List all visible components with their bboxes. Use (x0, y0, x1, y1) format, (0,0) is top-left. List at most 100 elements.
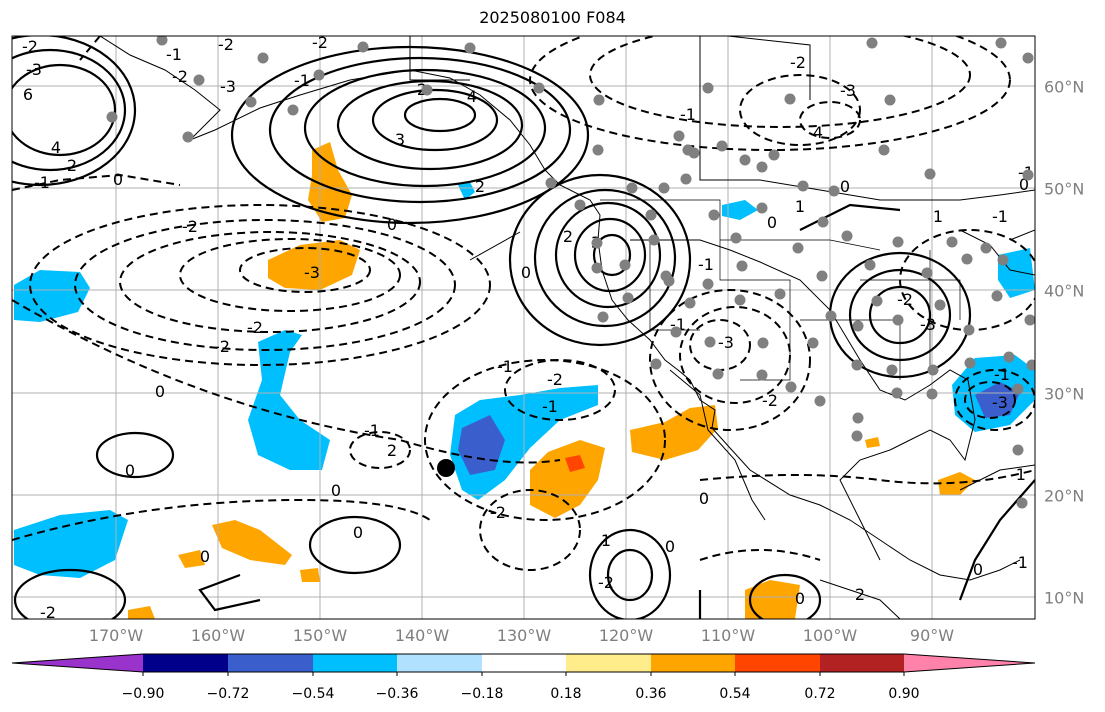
anomaly-orange-region (268, 240, 360, 290)
latitude-label: 10°N (1044, 588, 1085, 608)
graticule (12, 36, 1035, 619)
colorbar-tick-label: −0.36 (375, 686, 419, 702)
latitude-label: 60°N (1044, 77, 1085, 97)
contour-label: 4 (813, 123, 823, 142)
contour-label: -1 (364, 421, 380, 440)
latitude-label: 30°N (1044, 384, 1085, 404)
colorbar-bin (397, 654, 482, 672)
anomaly-darkblue-region (975, 382, 1020, 418)
contour-label: -3 (992, 393, 1008, 412)
contour-label: -2 (598, 573, 614, 592)
contour-label: -2 (172, 67, 188, 86)
contour-label: 2 (387, 441, 397, 460)
anomaly-orange-region (212, 520, 292, 565)
contour-label: -3 (26, 60, 42, 79)
anomaly-blue-region (722, 200, 758, 220)
longitude-label: 130°W (496, 626, 552, 645)
anomaly-orange-region (128, 606, 155, 619)
anomaly-orange-region (308, 142, 352, 222)
latitude-label: 50°N (1044, 179, 1085, 199)
contours-negative (12, 36, 1035, 571)
colorbar-tick-label: 0.54 (719, 686, 751, 702)
contour-labels: -2 -3 6 4 2 -1 0 -2 -1 -3 -2 -2 -1 2 3 4… (22, 35, 1034, 622)
contour-label: -1 (992, 207, 1008, 226)
contour-label: -1 (497, 357, 513, 376)
colorbar-bin (228, 654, 313, 672)
contour-label: 0 (200, 547, 210, 566)
colorbar-tick-label: 0.36 (635, 686, 667, 702)
contour-label: -1 (1010, 465, 1026, 484)
contour-label: 0 (1019, 175, 1029, 194)
anomaly-orange-region (630, 405, 718, 460)
contour-label: -1 (294, 71, 310, 90)
contour-label: -2 (182, 217, 198, 236)
contour-label: -2 (218, 35, 234, 54)
longitude-label: 90°W (909, 626, 955, 645)
anomaly-orange-region (530, 440, 605, 518)
contour-label: -2 (22, 37, 38, 56)
contour-label: -3 (220, 77, 236, 96)
colorbar-tick-label: 0.18 (550, 686, 582, 702)
contour-label: -2 (214, 337, 230, 356)
longitude-label: 150°W (292, 626, 348, 645)
anomaly-orange-region (865, 437, 880, 448)
contour-label: -1 (166, 45, 182, 64)
coastlines (99, 36, 1035, 619)
contour-label: 0 (521, 263, 531, 282)
longitude-label: 120°W (598, 626, 654, 645)
anomaly-blue-region (248, 330, 330, 470)
highlight-point-marker (437, 459, 455, 477)
contour-label: 0 (973, 560, 983, 579)
contour-label: 4 (467, 87, 477, 106)
contour-label: 0 (840, 177, 850, 196)
contour-label: 0 (113, 170, 123, 189)
colorbar-tick-label: −0.18 (460, 686, 504, 702)
contour-label: -3 (304, 263, 320, 282)
anomaly-blue-region (14, 270, 90, 322)
contour-label: -3 (920, 315, 936, 334)
colorbar-tick-label: −0.54 (291, 686, 335, 702)
colorbar-bin (651, 654, 735, 672)
colorbar-tick-label: −0.90 (121, 686, 165, 702)
contour-label: -2 (40, 603, 56, 622)
colorbar-bin (735, 654, 820, 672)
colorbar-bin (143, 654, 228, 672)
contour-label: 0 (795, 589, 805, 608)
colorbar-tick-label: −0.72 (206, 686, 250, 702)
contour-label: 0 (353, 523, 363, 542)
anomaly-blue-region (14, 510, 128, 578)
contour-label: -3 (718, 333, 734, 352)
map-frame (11, 35, 1036, 620)
contour-label: -3 (840, 81, 856, 100)
contour-label: -2 (547, 370, 563, 389)
contour-label: 1 (795, 197, 805, 216)
anomaly-red-region (565, 455, 585, 472)
anomaly-orange-region (300, 568, 320, 582)
contour-label: -1 (34, 173, 50, 192)
anomaly-blue-region (458, 182, 475, 200)
contour-label: -2 (490, 503, 506, 522)
contour-label: -1 (994, 365, 1010, 384)
contour-label: -1 (1012, 553, 1028, 572)
contour-label: -1 (698, 255, 714, 274)
contour-label: 0 (699, 489, 709, 508)
colorbar (11, 653, 1036, 676)
contour-label: 0 (767, 213, 777, 232)
contour-label: -2 (247, 318, 263, 337)
longitude-label: 110°W (700, 626, 756, 645)
colorbar-extend-low (12, 654, 143, 672)
longitude-label: 140°W (394, 626, 450, 645)
contour-label: 1 (601, 531, 611, 550)
station-dots (106, 36, 1035, 509)
contour-label: -1 (680, 105, 696, 124)
contour-label: -2 (762, 391, 778, 410)
colorbar-bin (566, 654, 651, 672)
contour-label: -1 (542, 397, 558, 416)
longitude-label: 170°W (88, 626, 144, 645)
colorbar-tick-label: 0.90 (888, 686, 920, 702)
contour-label: 2 (67, 156, 77, 175)
latitude-label: 20°N (1044, 486, 1085, 506)
contour-label: -2 (897, 290, 913, 309)
colorbar-bin (313, 654, 397, 672)
contour-label: 0 (155, 382, 165, 401)
